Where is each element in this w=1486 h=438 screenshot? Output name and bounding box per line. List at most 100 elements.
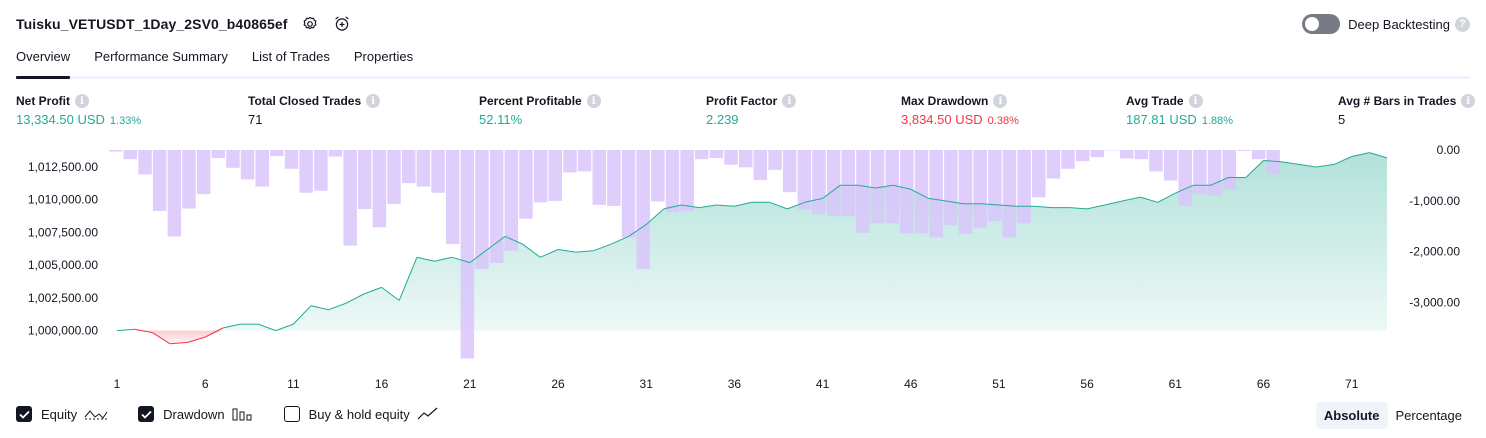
info-icon[interactable]: i bbox=[1188, 94, 1203, 108]
equity-line-segment bbox=[699, 204, 717, 209]
metric-avg-trade: Avg Trade i 187.81 USD 1.88% bbox=[1126, 92, 1233, 127]
info-icon[interactable]: i bbox=[586, 94, 601, 108]
legend-equity-label: Equity bbox=[41, 406, 78, 422]
drawdown-bar bbox=[636, 150, 650, 269]
info-icon[interactable]: i bbox=[366, 94, 381, 108]
drawdown-bar bbox=[563, 150, 577, 173]
drawdown-bar bbox=[607, 150, 621, 206]
drawdown-bar bbox=[944, 150, 958, 226]
drawdown-bar bbox=[489, 150, 504, 263]
equity-line-segment bbox=[1139, 196, 1158, 203]
tab-properties[interactable]: Properties bbox=[353, 49, 414, 64]
drawdown-bar bbox=[826, 150, 841, 217]
equity-line-segment bbox=[416, 256, 435, 262]
equity-checkbox[interactable] bbox=[16, 406, 32, 422]
equity-line-segment bbox=[504, 235, 523, 245]
info-icon[interactable]: i bbox=[1461, 94, 1476, 108]
drawdown-bar bbox=[1266, 150, 1280, 175]
tab-performance-summary[interactable]: Performance Summary bbox=[94, 49, 228, 64]
drawdown-bar bbox=[885, 150, 899, 224]
drawdown-bar bbox=[138, 150, 152, 175]
equity-line-segment bbox=[1175, 184, 1194, 194]
drawdown-bar bbox=[196, 150, 211, 195]
metric-value: 52.11% bbox=[479, 112, 523, 127]
metric-total-closed-trades: Total Closed Trades i 71 bbox=[248, 92, 381, 127]
drawdown-bar bbox=[548, 150, 562, 201]
equity-line-segment bbox=[328, 302, 347, 311]
report-tabs: Overview Performance Summary List of Tra… bbox=[16, 44, 1470, 79]
x-axis-tick-label: 41 bbox=[816, 377, 830, 391]
info-icon[interactable]: i bbox=[75, 94, 89, 108]
drawdown-bar bbox=[402, 150, 416, 184]
x-axis-tick-label: 56 bbox=[1080, 377, 1094, 391]
drawdown-bar bbox=[109, 150, 123, 152]
info-icon[interactable]: i bbox=[993, 94, 1008, 108]
info-icon[interactable]: i bbox=[782, 94, 797, 108]
add-alert-icon[interactable] bbox=[332, 14, 352, 34]
drawdown-bar bbox=[1061, 150, 1075, 169]
equity-line-segment bbox=[663, 204, 682, 210]
equity-line-segment bbox=[981, 203, 999, 206]
metric-label: Profit Factor bbox=[706, 94, 778, 108]
buy-hold-line-icon bbox=[417, 407, 439, 421]
toggle-knob bbox=[1305, 17, 1320, 31]
drawdown-bar bbox=[841, 150, 855, 217]
percentage-mode-button[interactable]: Percentage bbox=[1395, 407, 1463, 423]
buy-hold-checkbox[interactable] bbox=[283, 406, 300, 422]
drawdown-bar bbox=[1090, 150, 1105, 158]
absolute-mode-button[interactable]: Absolute bbox=[1315, 401, 1388, 429]
drawdown-bar bbox=[343, 150, 357, 246]
metric-label: Percent Profitable bbox=[479, 94, 582, 108]
settings-icon[interactable] bbox=[300, 14, 320, 34]
x-axis-tick-label: 46 bbox=[904, 377, 918, 391]
equity-line-segment bbox=[398, 257, 418, 301]
metric-profit-factor: Profit Factor i 2.239 bbox=[706, 92, 797, 127]
legend-drawdown[interactable]: Drawdown bbox=[138, 406, 253, 422]
drawdown-bar bbox=[1046, 150, 1061, 179]
equity-line-segment bbox=[1157, 192, 1176, 203]
equity-line-segment bbox=[645, 208, 665, 225]
help-icon[interactable]: ? bbox=[1455, 16, 1470, 32]
drawdown-bar bbox=[1134, 150, 1149, 160]
equity-line-segment bbox=[892, 184, 911, 190]
drawdown-bar bbox=[870, 150, 885, 224]
drawdown-bar bbox=[900, 150, 914, 234]
x-axis-tick-label: 26 bbox=[551, 377, 565, 391]
left-axis-tick-label: 1,002,500.00 bbox=[28, 291, 98, 305]
left-axis-tick-label: 1,012,500.00 bbox=[28, 160, 98, 174]
drawdown-bar bbox=[724, 150, 738, 165]
equity-line-segment bbox=[152, 332, 171, 345]
equity-line-segment bbox=[1281, 161, 1299, 165]
equity-line-segment bbox=[275, 323, 294, 332]
equity-line-segment bbox=[487, 235, 506, 250]
tab-list-of-trades[interactable]: List of Trades bbox=[251, 49, 330, 64]
drawdown-checkbox[interactable] bbox=[138, 406, 155, 422]
equity-line-segment bbox=[804, 197, 823, 203]
deep-backtesting-control: Deep Backtesting ? bbox=[1302, 12, 1470, 36]
equity-line-segment bbox=[1210, 177, 1229, 186]
drawdown-bar bbox=[284, 150, 299, 169]
metric-value: 3,834.50 USD bbox=[901, 112, 983, 127]
equity-line-segment bbox=[787, 201, 806, 210]
legend-buy-hold[interactable]: Buy & hold equity bbox=[283, 406, 439, 422]
x-axis-tick-label: 1 bbox=[114, 377, 121, 391]
equity-line-segment bbox=[1034, 205, 1052, 209]
drawdown-bar bbox=[709, 150, 724, 159]
left-axis-tick-label: 1,007,500.00 bbox=[28, 225, 98, 239]
equity-line-segment bbox=[116, 328, 135, 332]
deep-backtesting-toggle[interactable] bbox=[1302, 14, 1341, 34]
metric-net-profit: Net Profit i 13,334.50 USD 1.33% bbox=[16, 92, 141, 127]
equity-line-segment bbox=[434, 256, 453, 262]
metric-value: 2.239 bbox=[706, 112, 739, 127]
left-axis-tick-label: 1,010,000.00 bbox=[28, 193, 98, 207]
drawdown-bar bbox=[812, 150, 826, 215]
equity-line-segment bbox=[1351, 152, 1370, 157]
equity-drawdown-chart[interactable]: 1,000,000.00 1,002,500.00 1,005,000.00 1,00… bbox=[0, 140, 1486, 400]
drawdown-bar bbox=[753, 150, 768, 180]
equity-line-segment bbox=[451, 256, 470, 264]
tab-overview[interactable]: Overview bbox=[16, 44, 71, 79]
metric-label: Total Closed Trades bbox=[248, 94, 362, 108]
drawdown-bar bbox=[973, 150, 987, 228]
legend-equity[interactable]: Equity bbox=[16, 406, 108, 422]
drawdown-bars-icon bbox=[232, 407, 254, 421]
